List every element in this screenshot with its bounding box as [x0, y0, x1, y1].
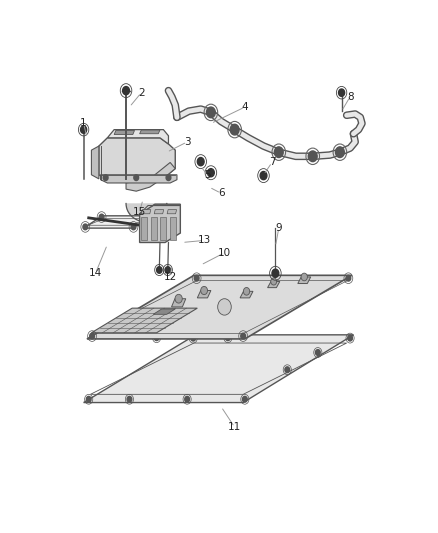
Circle shape — [208, 168, 214, 177]
Circle shape — [175, 294, 182, 303]
Circle shape — [99, 214, 104, 220]
Circle shape — [274, 147, 283, 158]
Circle shape — [127, 397, 132, 402]
Polygon shape — [141, 209, 151, 214]
Polygon shape — [140, 130, 160, 134]
Polygon shape — [197, 290, 211, 298]
Polygon shape — [126, 163, 175, 191]
Text: 12: 12 — [163, 272, 177, 282]
Circle shape — [206, 107, 215, 118]
Circle shape — [166, 175, 171, 181]
Text: 3: 3 — [184, 137, 191, 147]
Text: 1: 1 — [80, 118, 87, 128]
Polygon shape — [153, 309, 175, 314]
Circle shape — [197, 158, 204, 166]
Circle shape — [185, 397, 190, 402]
Polygon shape — [84, 335, 353, 402]
Text: 8: 8 — [347, 92, 353, 102]
Circle shape — [244, 287, 250, 295]
Circle shape — [103, 175, 108, 181]
Polygon shape — [151, 216, 157, 240]
Polygon shape — [298, 277, 311, 284]
Circle shape — [301, 273, 307, 281]
Text: 10: 10 — [218, 248, 231, 258]
Circle shape — [346, 276, 351, 281]
Polygon shape — [268, 281, 280, 288]
Polygon shape — [141, 216, 148, 240]
Text: 13: 13 — [198, 236, 211, 245]
Text: 2: 2 — [138, 88, 145, 98]
Text: 4: 4 — [241, 102, 248, 112]
Polygon shape — [92, 308, 197, 333]
Circle shape — [81, 126, 87, 133]
Text: 14: 14 — [89, 268, 102, 278]
Circle shape — [201, 286, 208, 295]
Circle shape — [86, 397, 91, 402]
Polygon shape — [167, 209, 177, 214]
Circle shape — [348, 335, 353, 341]
Polygon shape — [101, 175, 177, 183]
Polygon shape — [160, 216, 166, 240]
Circle shape — [315, 350, 320, 356]
Polygon shape — [92, 146, 99, 179]
Circle shape — [226, 335, 230, 341]
Circle shape — [194, 276, 199, 281]
Text: 11: 11 — [228, 422, 241, 432]
Circle shape — [83, 224, 88, 230]
Polygon shape — [114, 131, 134, 134]
Circle shape — [218, 298, 231, 315]
Polygon shape — [240, 292, 253, 298]
Polygon shape — [107, 130, 169, 144]
Polygon shape — [170, 216, 176, 240]
Text: 5: 5 — [204, 170, 211, 180]
Text: 9: 9 — [276, 223, 282, 233]
Circle shape — [90, 333, 95, 339]
Circle shape — [123, 86, 130, 95]
Polygon shape — [154, 209, 164, 214]
Polygon shape — [172, 298, 186, 307]
Text: 15: 15 — [133, 207, 146, 217]
Circle shape — [243, 397, 247, 402]
Circle shape — [165, 266, 170, 273]
Circle shape — [272, 269, 279, 277]
Circle shape — [336, 147, 344, 158]
Circle shape — [339, 89, 345, 96]
Circle shape — [230, 124, 239, 135]
Circle shape — [285, 367, 290, 373]
Circle shape — [308, 151, 317, 161]
Circle shape — [260, 172, 267, 180]
Polygon shape — [140, 204, 180, 243]
Circle shape — [148, 214, 152, 220]
Text: 7: 7 — [268, 157, 276, 167]
Circle shape — [154, 335, 159, 341]
Circle shape — [191, 335, 196, 341]
Circle shape — [241, 333, 246, 339]
Circle shape — [271, 278, 277, 285]
Polygon shape — [99, 138, 175, 183]
Circle shape — [131, 224, 136, 230]
Polygon shape — [140, 204, 180, 214]
Text: 6: 6 — [218, 188, 224, 198]
Polygon shape — [84, 216, 152, 228]
Circle shape — [156, 266, 162, 273]
Circle shape — [134, 175, 138, 181]
Polygon shape — [87, 276, 352, 339]
